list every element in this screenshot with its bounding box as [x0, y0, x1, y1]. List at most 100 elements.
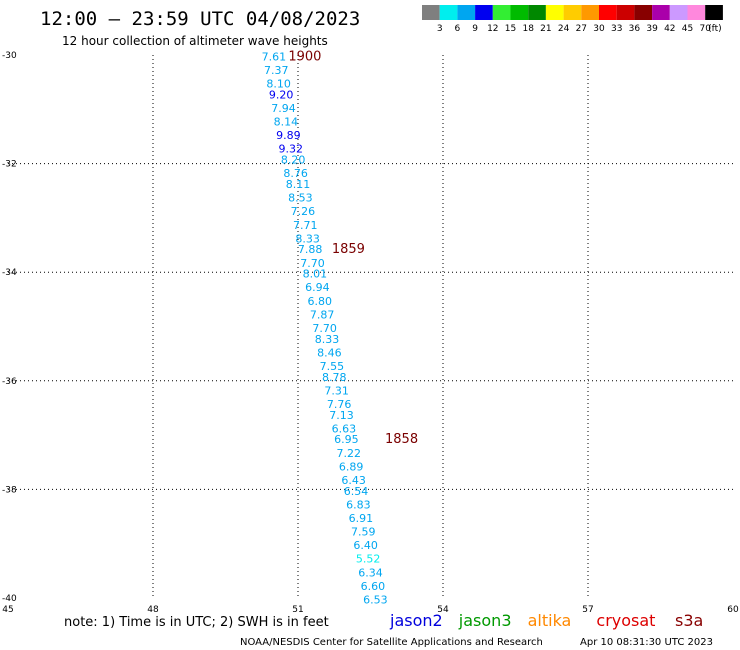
wave-height-value: 8.20 — [281, 154, 306, 167]
wave-height-value: 6.43 — [341, 474, 366, 487]
wave-height-value: 6.40 — [353, 539, 378, 552]
wave-height-value: 6.60 — [361, 580, 386, 593]
satellite-legend-item: cryosat — [596, 611, 655, 630]
color-scale-label: 27 — [576, 24, 587, 34]
wave-height-value: 8.76 — [283, 167, 308, 180]
color-scale-label: 9 — [472, 24, 478, 34]
color-swatch — [634, 5, 653, 20]
y-tick-label: -34 — [2, 268, 17, 278]
time-label: 1900 — [288, 49, 321, 64]
satellite-legend-item: jason3 — [458, 611, 512, 630]
wave-height-value: 7.94 — [271, 102, 296, 115]
color-swatch — [422, 5, 440, 20]
axis-ticks: 45 48 51 54 57 60 -30 -32 -34 -36 -38 -40 — [2, 51, 739, 615]
y-tick-label: -38 — [2, 485, 17, 495]
satellite-legend: jason2 jason3 altika cryosat s3a — [389, 611, 703, 630]
wave-height-value: 6.83 — [346, 498, 371, 511]
wave-height-value: 8.33 — [295, 232, 320, 245]
color-scale-label: 45 — [682, 24, 693, 34]
credit-text: NOAA/NESDIS Center for Satellite Applica… — [240, 637, 543, 648]
time-label: 1859 — [332, 242, 365, 257]
color-scale-label: 39 — [646, 24, 658, 34]
wave-height-value: 8.01 — [303, 268, 328, 281]
wave-height-value: 5.52 — [356, 553, 381, 566]
wave-height-value: 7.13 — [329, 409, 354, 422]
color-scale-label: 15 — [505, 24, 516, 34]
color-swatch — [669, 5, 688, 20]
wave-height-value: 8.53 — [288, 192, 313, 205]
wave-height-value: 6.63 — [332, 422, 357, 435]
wave-height-value: 7.37 — [264, 64, 289, 77]
wave-height-labels: 7.617.378.109.207.948.149.899.328.208.76… — [262, 50, 388, 606]
wave-height-value: 7.22 — [337, 447, 362, 460]
x-tick-label: 57 — [582, 605, 593, 615]
satellite-legend-item: altika — [528, 611, 572, 630]
color-scale-label: 3 — [437, 24, 443, 34]
color-swatch — [652, 5, 670, 20]
wave-height-value: 9.89 — [276, 129, 301, 142]
color-scale-label: 36 — [629, 24, 641, 34]
color-swatch — [563, 5, 582, 20]
satellite-legend-item: s3a — [675, 611, 703, 630]
wave-height-value: 8.33 — [315, 333, 340, 346]
color-scale-label: 21 — [540, 24, 551, 34]
color-scale-label: 70 — [699, 24, 711, 34]
x-tick-label: 51 — [292, 605, 303, 615]
color-swatch — [457, 5, 476, 20]
wave-height-value: 8.14 — [274, 116, 299, 129]
wave-height-value: 6.89 — [339, 460, 364, 473]
color-scale-label: 18 — [522, 24, 534, 34]
wave-height-value: 6.53 — [363, 593, 388, 606]
wave-height-value: 9.32 — [279, 143, 304, 156]
timestamp-text: Apr 10 08:31:30 UTC 2023 — [580, 637, 713, 648]
color-scale-label: 33 — [611, 24, 622, 34]
color-scale-label: 6 — [455, 24, 461, 34]
wave-height-value: 8.46 — [317, 346, 342, 359]
chart-grid — [8, 55, 733, 598]
wave-height-value: 7.59 — [351, 526, 376, 539]
time-labels: 1900 1859 1858 — [288, 49, 418, 447]
color-swatch — [492, 5, 511, 20]
y-tick-label: -30 — [2, 51, 17, 61]
color-scale-label: 24 — [558, 24, 570, 34]
wave-height-value: 7.87 — [310, 308, 335, 321]
color-swatch — [616, 5, 635, 20]
color-scale-label: 30 — [593, 24, 605, 34]
wave-height-value: 7.31 — [324, 384, 349, 397]
wave-height-value: 6.94 — [305, 281, 330, 294]
wave-height-value: 7.88 — [298, 243, 323, 256]
color-scale-label: (ft) — [708, 24, 722, 34]
chart-title: 12:00 – 23:59 UTC 04/08/2023 — [40, 8, 360, 30]
color-swatch — [528, 5, 546, 20]
satellite-legend-item: jason2 — [389, 611, 443, 630]
color-swatch — [687, 5, 706, 20]
wave-height-value: 7.61 — [262, 50, 287, 63]
wave-height-value: 7.76 — [327, 398, 352, 411]
wave-height-value: 6.80 — [308, 295, 333, 308]
color-swatch — [545, 5, 564, 20]
color-scale-label: 12 — [487, 24, 498, 34]
wave-height-value: 7.70 — [312, 322, 337, 335]
wave-height-value: 6.95 — [334, 433, 359, 446]
wave-height-value: 8.11 — [286, 178, 311, 191]
color-scale-label: 42 — [664, 24, 675, 34]
x-tick-label: 48 — [147, 605, 159, 615]
wave-height-value: 9.20 — [269, 88, 294, 101]
x-tick-label: 45 — [2, 605, 13, 615]
color-swatch — [599, 5, 617, 20]
wave-height-value: 7.71 — [293, 219, 318, 232]
wave-height-value: 6.34 — [358, 566, 383, 579]
wave-height-value: 7.26 — [291, 205, 316, 218]
wave-height-value: 7.55 — [320, 360, 345, 373]
color-swatch — [705, 5, 723, 20]
x-tick-label: 60 — [727, 605, 739, 615]
time-label: 1858 — [385, 432, 418, 447]
footer-note: note: 1) Time is in UTC; 2) SWH is in fe… — [64, 615, 329, 630]
x-tick-label: 54 — [437, 605, 449, 615]
color-swatch — [510, 5, 529, 20]
wave-height-value: 7.70 — [300, 257, 325, 270]
wave-height-value: 8.78 — [322, 371, 347, 384]
color-swatch — [439, 5, 458, 20]
wave-height-value: 6.54 — [344, 485, 369, 498]
